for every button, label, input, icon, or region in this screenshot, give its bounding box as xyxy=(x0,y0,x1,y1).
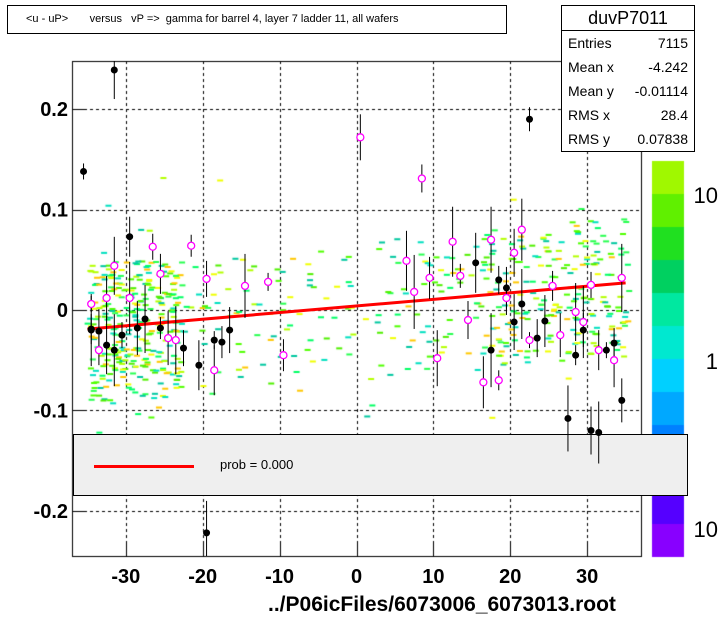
stats-value: -0.01114 xyxy=(634,83,688,99)
stats-value: 28.4 xyxy=(660,107,688,123)
legend-label: prob = 0.000 xyxy=(220,457,294,472)
stats-label: RMS y xyxy=(568,131,610,147)
stats-value: 7115 xyxy=(657,35,688,51)
stats-row-mean-y: Mean y -0.01114 xyxy=(562,79,694,103)
stats-row-rms-x: RMS x 28.4 xyxy=(562,103,694,127)
stats-label: RMS x xyxy=(568,107,610,123)
chart-title: <u - uP> versus vP => gamma for barrel 4… xyxy=(7,5,507,34)
stats-row-mean-x: Mean x -4.242 xyxy=(562,55,694,79)
stats-row-entries: Entries 7115 xyxy=(562,31,694,55)
stats-value: -4.242 xyxy=(648,59,688,75)
legend-fit-line xyxy=(94,465,194,468)
stats-label: Entries xyxy=(568,35,612,51)
legend-box: prob = 0.000 xyxy=(73,434,688,496)
stats-label: Mean x xyxy=(568,59,614,75)
stats-row-rms-y: RMS y 0.07838 xyxy=(562,127,694,151)
stats-title: duvP7011 xyxy=(562,6,694,31)
stats-box: duvP7011 Entries 7115 Mean x -4.242 Mean… xyxy=(561,5,695,152)
stats-value: 0.07838 xyxy=(637,131,688,147)
stats-label: Mean y xyxy=(568,83,614,99)
file-path-label: ../P06icFiles/6073006_6073013.root xyxy=(268,593,616,616)
